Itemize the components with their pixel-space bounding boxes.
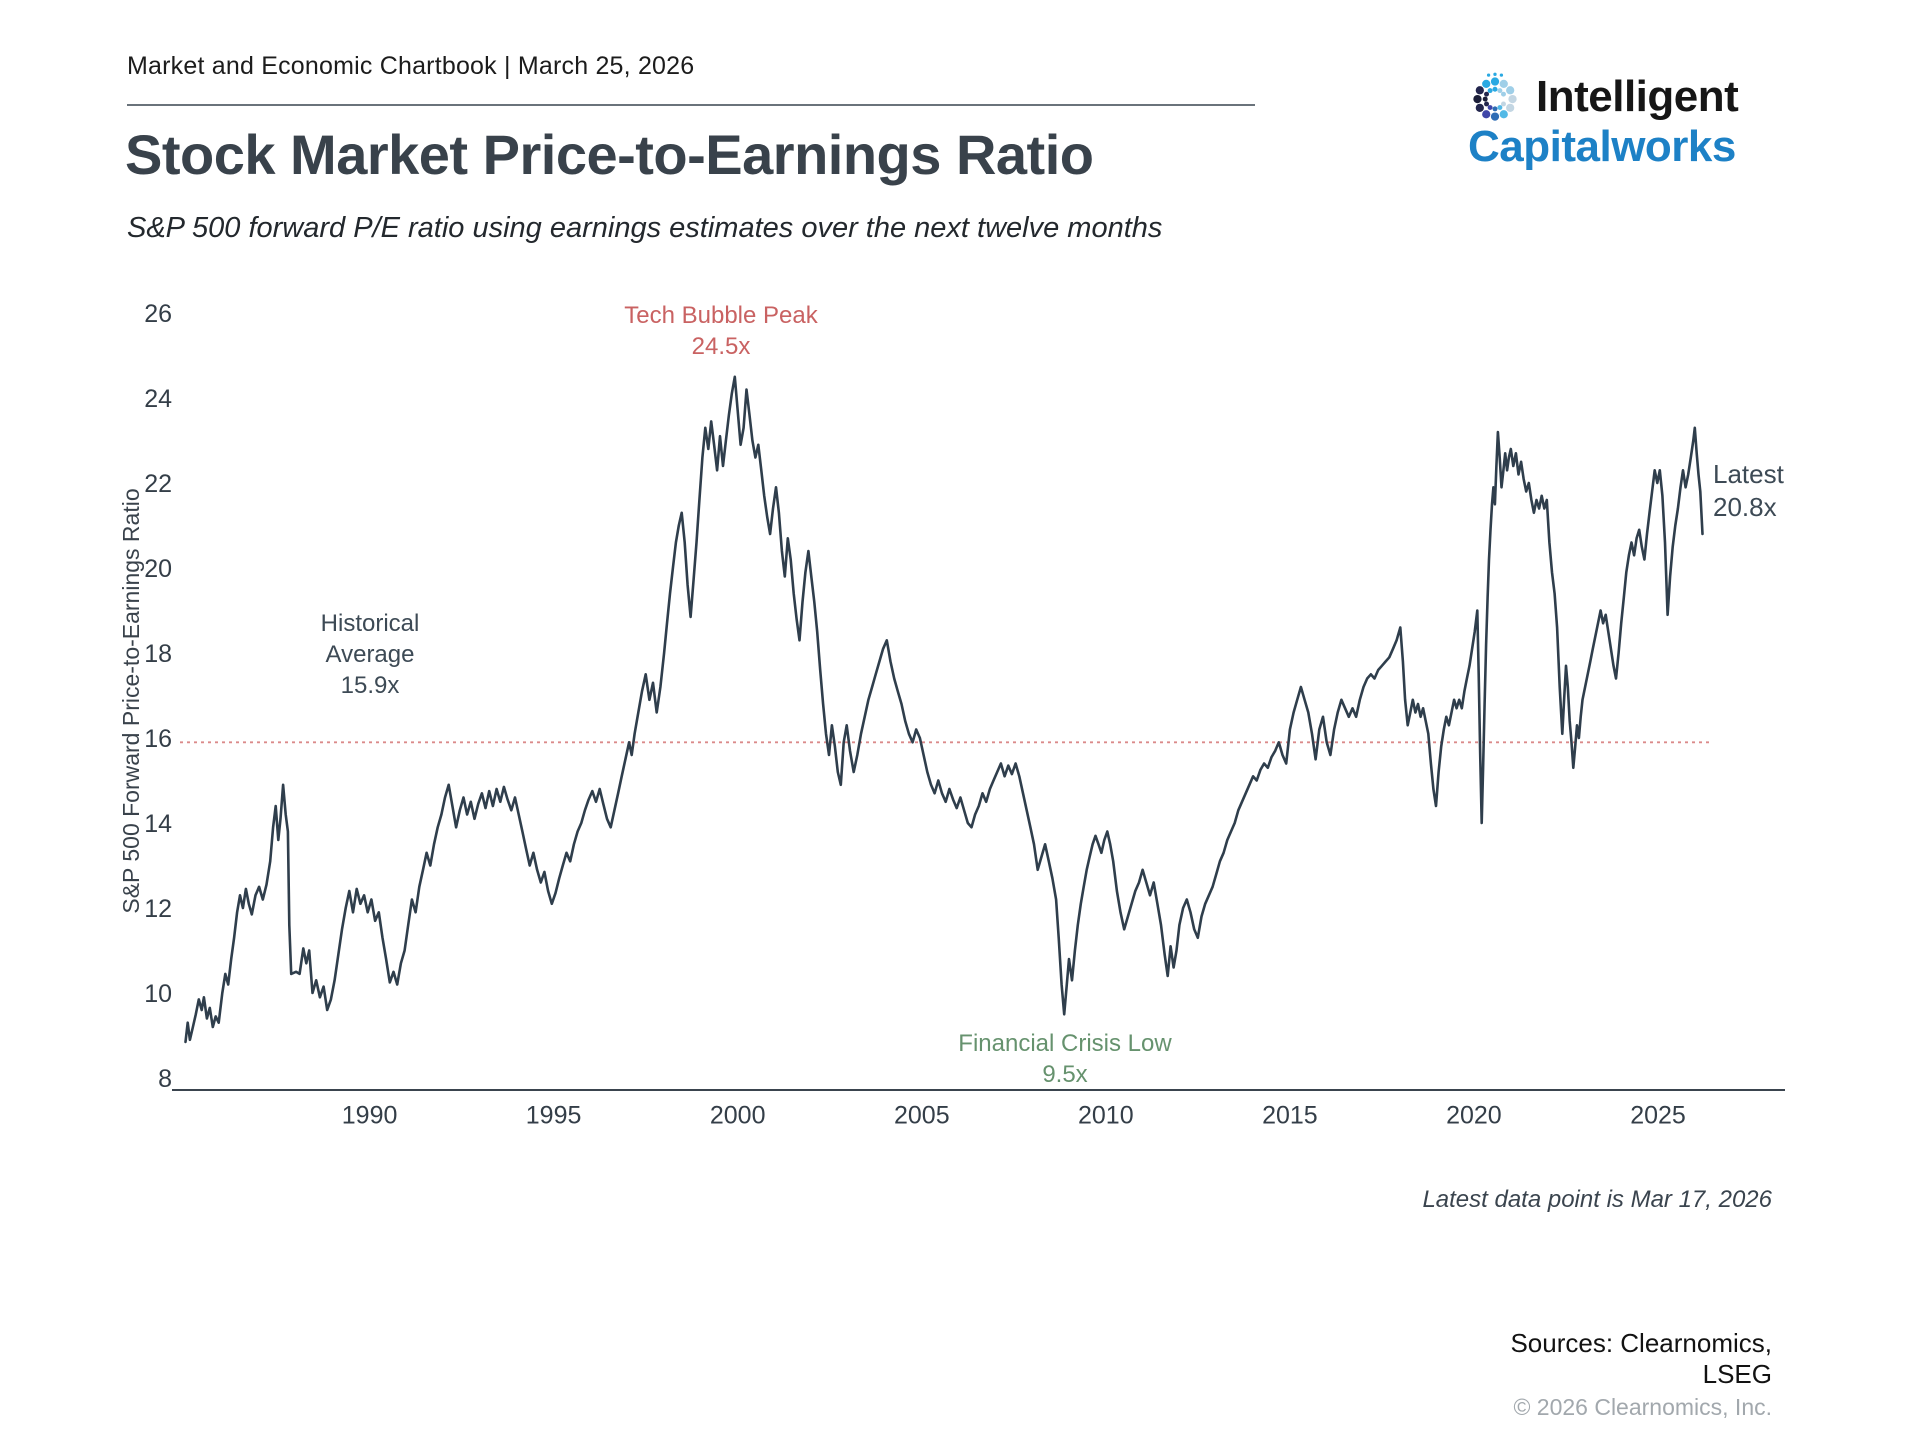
annotation-tech-bubble-peak: Tech Bubble Peak 24.5x — [624, 302, 818, 360]
svg-text:2000: 2000 — [710, 1102, 766, 1130]
svg-text:22: 22 — [144, 470, 172, 498]
company-logo: Intelligent Capitalworks — [1462, 64, 1882, 172]
svg-text:1990: 1990 — [342, 1102, 398, 1130]
page-title: Stock Market Price-to-Earnings Ratio — [125, 123, 1094, 186]
y-axis-title: S&P 500 Forward Price-to-Earnings Ratio — [118, 488, 144, 914]
logo-word-intelligent: Intelligent — [1536, 72, 1739, 121]
annotation-latest: Latest 20.8x — [1713, 459, 1784, 522]
svg-text:2005: 2005 — [894, 1102, 950, 1130]
svg-text:16: 16 — [144, 725, 172, 753]
svg-text:10: 10 — [144, 980, 172, 1008]
svg-text:14: 14 — [144, 810, 172, 838]
annotation-financial-crisis-low: Financial Crisis Low 9.5x — [958, 1030, 1172, 1088]
logo-starburst-icon — [1473, 72, 1517, 121]
svg-text:26: 26 — [144, 300, 172, 328]
logo-word-capitalworks: Capitalworks — [1468, 122, 1736, 171]
page-subtitle: S&P 500 forward P/E ratio using earnings… — [127, 212, 1163, 244]
svg-text:12: 12 — [144, 895, 172, 923]
svg-text:2025: 2025 — [1630, 1102, 1686, 1130]
copyright-text: © 2026 Clearnomics, Inc. — [1513, 1394, 1772, 1420]
chartbook-label: Market and Economic Chartbook | March 25… — [127, 52, 695, 80]
sources-text: Sources: Clearnomics, LSEG — [1510, 1328, 1772, 1389]
svg-text:2015: 2015 — [1262, 1102, 1318, 1130]
svg-text:2010: 2010 — [1078, 1102, 1134, 1130]
svg-text:24: 24 — [144, 385, 172, 413]
header-divider — [127, 104, 1255, 106]
latest-data-note: Latest data point is Mar 17, 2026 — [1422, 1186, 1772, 1213]
svg-text:20: 20 — [144, 555, 172, 583]
svg-text:18: 18 — [144, 640, 172, 668]
svg-text:2020: 2020 — [1446, 1102, 1502, 1130]
svg-text:8: 8 — [158, 1065, 172, 1093]
svg-text:1995: 1995 — [526, 1102, 582, 1130]
annotation-historical-average: Historical Average 15.9x — [320, 610, 420, 699]
